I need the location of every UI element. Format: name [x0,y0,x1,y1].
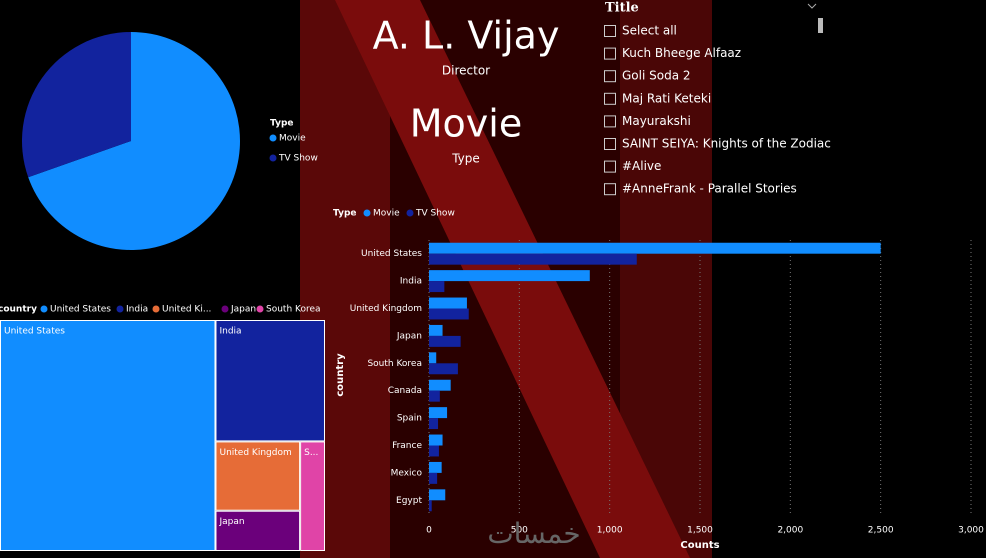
slicer-item[interactable]: Goli Soda 2 [622,69,691,83]
y-tick-label: Spain [397,414,422,424]
legend-label: Movie [279,134,306,144]
slicer-item[interactable]: Kuch Bheege Alfaaz [622,46,741,60]
y-tick-label: Japan [396,331,422,341]
scrollbar[interactable] [818,18,823,33]
legend-label: United Ki... [162,305,211,315]
card-label: Director [442,64,490,78]
legend-marker [363,209,371,217]
legend-marker [406,209,414,217]
tile-label: India [219,327,241,337]
y-tick-label: South Korea [367,359,422,369]
treemap-tile [0,320,216,551]
tile-label: United Kingdom [219,448,291,458]
treemap-tile [215,441,301,511]
legend-marker [152,305,160,313]
checkbox[interactable] [604,25,616,37]
tile-label: S... [304,448,318,458]
checkbox[interactable] [604,47,616,60]
checkbox[interactable] [604,92,616,105]
x-tick-label: 1,000 [597,526,623,536]
logo-stroke [620,0,712,558]
bar [429,242,881,254]
bar [429,445,439,457]
x-tick-label: 2,500 [868,526,894,536]
legend-label: TV Show [278,154,318,164]
legend-marker [40,305,48,313]
bar [429,253,637,265]
y-tick-label: Canada [388,386,422,396]
bar [429,324,443,336]
legend-marker [116,305,124,313]
bar [429,335,461,347]
x-tick-label: 500 [511,526,528,536]
legend-marker [256,305,264,313]
slicer-item[interactable]: #Alive [622,159,661,173]
slicer-item[interactable]: Select all [622,24,677,38]
bar [429,418,439,430]
legend-label: Japan [230,305,256,315]
y-tick-label: Mexico [391,468,423,478]
checkbox[interactable] [604,115,616,128]
pie-slice [21,32,132,178]
treemap-tile [215,510,301,551]
slicer-chevron[interactable] [807,3,817,9]
pie-slice [28,32,240,250]
y-axis-title: country [335,353,346,397]
x-tick-label: 2,000 [777,526,803,536]
treemap-tile [215,320,325,442]
bar [429,489,446,501]
card-value: A. L. Vijay [373,14,560,58]
slicer-item[interactable]: #AnneFrank - Parallel Stories [622,182,797,196]
legend-label: South Korea [266,305,321,315]
slicer-item[interactable]: SAINT SEIYA: Knights of the Zodiac [622,137,831,151]
checkbox[interactable] [604,138,616,150]
slicer-item[interactable]: Mayurakshi [622,114,691,128]
bar [429,390,440,402]
bar [429,434,443,446]
bar [429,407,448,419]
slicer-item[interactable]: Maj Rati Keteki [622,91,711,105]
legend-marker [269,134,277,142]
card-value: Movie [410,102,522,146]
legend-marker [221,305,229,313]
x-axis-title: Counts [680,540,719,551]
y-tick-label: Egypt [396,496,422,506]
checkbox[interactable] [604,160,616,173]
slicer-title: Title [605,1,639,16]
treemap-tile [300,441,326,552]
bar [429,472,438,484]
legend-marker [269,154,277,162]
watermark: خمسات [487,517,580,550]
legend-label: United States [50,305,111,315]
legend-label: TV Show [415,209,455,219]
bar [429,352,437,364]
tile-label: Japan [218,517,244,527]
bar [429,461,442,473]
legend-title: country [0,305,37,315]
bar [429,379,451,391]
y-tick-label: United States [361,249,422,259]
card-label: Type [451,152,480,166]
legend-title: Type [333,209,356,219]
legend-label: India [126,305,148,315]
x-tick-label: 0 [426,526,432,536]
y-tick-label: India [400,277,422,287]
legend-label: Movie [373,209,400,219]
checkbox[interactable] [604,70,616,83]
bar [429,297,467,309]
bar [429,270,590,282]
bar [429,281,445,293]
legend-title: Type [270,119,293,129]
x-tick-label: 3,000 [958,526,984,536]
bar [429,500,432,512]
y-tick-label: United Kingdom [350,304,422,314]
x-tick-label: 1,500 [687,526,713,536]
checkbox[interactable] [604,183,616,196]
y-tick-label: France [392,441,422,451]
tile-label: United States [4,327,65,337]
bar [429,363,458,375]
bar [429,308,469,320]
